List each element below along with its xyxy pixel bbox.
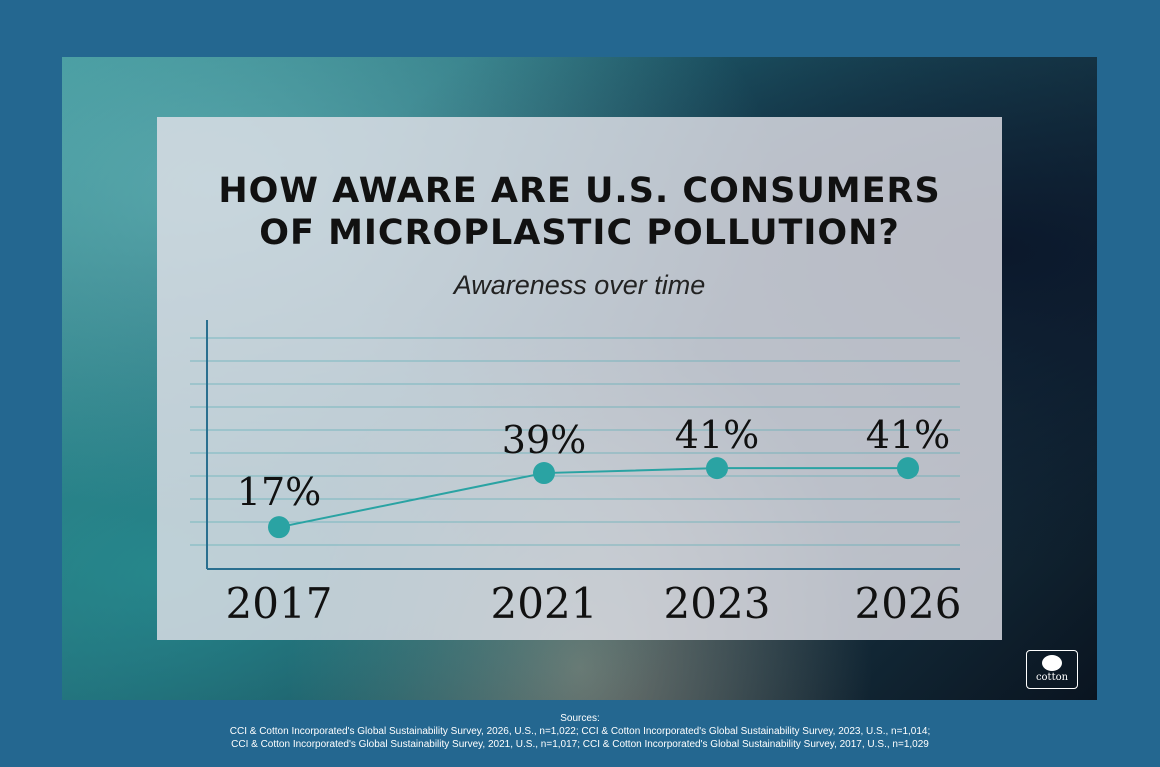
x-tick-label-2023: 2023 xyxy=(664,579,771,628)
source-line-1: CCI & Cotton Incorporated's Global Susta… xyxy=(229,726,931,737)
title-line-2: OF MICROPLASTIC POLLUTION? xyxy=(259,213,900,253)
data-point-2026 xyxy=(897,457,919,480)
x-tick-label-2026: 2026 xyxy=(855,579,962,628)
x-tick-label-2021: 2021 xyxy=(491,579,598,628)
chart-title: HOW AWARE ARE U.S. CONSUMERS OF MICROPLA… xyxy=(157,170,1002,254)
sources-heading: Sources: xyxy=(560,713,600,724)
data-label-2021: 39% xyxy=(502,418,586,462)
cotton-logo: cotton xyxy=(1026,650,1078,689)
data-point-2017 xyxy=(268,516,290,539)
series-line xyxy=(278,467,908,529)
data-point-2021 xyxy=(533,462,555,485)
data-label-2023: 41% xyxy=(675,413,759,457)
chart-panel xyxy=(157,117,1002,640)
cotton-boll-icon xyxy=(1042,655,1062,671)
data-label-2026: 41% xyxy=(866,413,950,457)
data-label-2017: 17% xyxy=(237,470,321,514)
x-tick-label-2017: 2017 xyxy=(226,579,333,628)
data-point-2023 xyxy=(706,457,728,480)
chart-subtitle: Awareness over time xyxy=(453,270,706,300)
sources: Sources: CCI & Cotton Incorporated's Glo… xyxy=(0,712,1160,751)
source-line-2: CCI & Cotton Incorporated's Global Susta… xyxy=(231,739,929,750)
title-line-1: HOW AWARE ARE U.S. CONSUMERS xyxy=(218,171,941,211)
logo-text: cotton xyxy=(1035,672,1069,683)
